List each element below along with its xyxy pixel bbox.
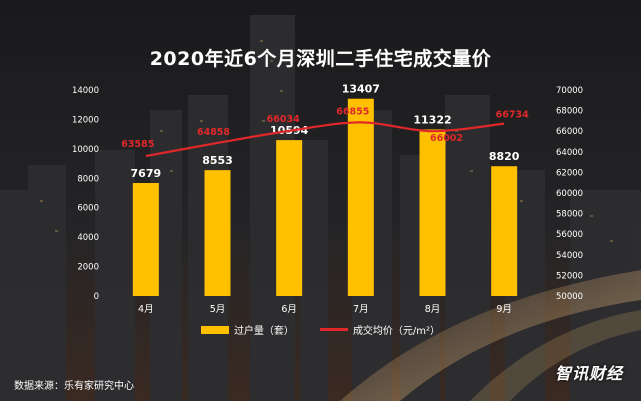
right-axis-tick-label: 60000 bbox=[556, 189, 583, 199]
bar bbox=[276, 140, 303, 296]
left-axis-tick-label: 12000 bbox=[72, 115, 99, 125]
bar bbox=[132, 183, 159, 296]
bar bbox=[204, 170, 231, 296]
line-value-label: 66034 bbox=[267, 114, 300, 125]
legend-swatch-bar bbox=[200, 325, 229, 334]
left-axis-tick-label: 14000 bbox=[72, 86, 99, 96]
bar bbox=[347, 98, 374, 296]
right-axis-tick-label: 62000 bbox=[556, 168, 583, 178]
x-axis-tick-label: 6月 bbox=[281, 304, 297, 315]
price-line bbox=[145, 121, 505, 158]
right-axis-tick-label: 70000 bbox=[556, 86, 583, 96]
line-value-label: 66734 bbox=[496, 110, 529, 121]
x-axis-tick-label: 7月 bbox=[353, 304, 369, 315]
bar-value-label: 13407 bbox=[342, 83, 380, 96]
bar-value-label: 11322 bbox=[413, 113, 451, 126]
right-axis-tick-label: 68000 bbox=[556, 107, 583, 117]
legend: 过户量（套） 成交均价（元/m²） bbox=[0, 322, 641, 337]
legend-item-line: 成交均价（元/m²） bbox=[319, 322, 441, 337]
right-axis-tick-label: 58000 bbox=[556, 210, 583, 220]
left-axis-tick-label: 8000 bbox=[77, 174, 99, 184]
left-axis-tick-label: 10000 bbox=[72, 145, 99, 155]
legend-item-bars: 过户量（套） bbox=[200, 322, 294, 337]
legend-swatch-line bbox=[319, 328, 348, 331]
right-axis-tick-label: 64000 bbox=[556, 148, 583, 158]
line-value-label: 63585 bbox=[121, 139, 154, 150]
right-axis-tick-label: 50000 bbox=[556, 292, 583, 302]
bar-value-label: 7679 bbox=[131, 167, 162, 180]
line-value-label: 66855 bbox=[336, 106, 369, 117]
x-axis-tick-label: 4月 bbox=[138, 304, 154, 315]
left-axis-tick-label: 2000 bbox=[77, 263, 99, 273]
bar bbox=[419, 129, 446, 296]
bar-value-label: 8553 bbox=[202, 154, 233, 167]
x-axis-tick-label: 5月 bbox=[210, 304, 226, 315]
bar bbox=[491, 166, 518, 296]
line-value-label: 66002 bbox=[430, 133, 463, 144]
left-axis-tick-label: 6000 bbox=[77, 204, 99, 214]
left-axis-tick-label: 4000 bbox=[77, 233, 99, 243]
x-axis-tick-label: 8月 bbox=[425, 304, 441, 315]
brand-text-b: 财经 bbox=[588, 364, 623, 383]
brand-logo: 智讯财经 bbox=[555, 360, 623, 384]
brand-text-a: 智讯 bbox=[554, 364, 589, 383]
legend-label-line: 成交均价（元/m²） bbox=[352, 326, 441, 337]
right-axis-tick-label: 56000 bbox=[556, 230, 583, 240]
right-axis-tick-label: 54000 bbox=[556, 251, 583, 261]
right-axis-tick-label: 52000 bbox=[556, 271, 583, 281]
line-value-label: 64858 bbox=[197, 127, 230, 138]
legend-label-bars: 过户量（套） bbox=[233, 326, 294, 337]
right-axis-tick-label: 66000 bbox=[556, 127, 583, 137]
bar-value-label: 8820 bbox=[489, 150, 520, 163]
x-axis-tick-label: 9月 bbox=[496, 304, 512, 315]
chart-title: 2020年近6个月深圳二手住宅成交量价 bbox=[149, 48, 492, 70]
left-axis-tick-label: 0 bbox=[94, 292, 99, 302]
data-source-note: 数据来源：乐有家研究中心 bbox=[14, 381, 134, 392]
